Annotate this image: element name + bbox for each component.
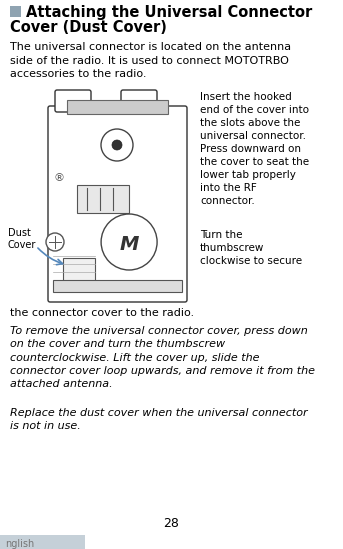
- Bar: [77, 185, 129, 213]
- Circle shape: [101, 214, 157, 270]
- FancyBboxPatch shape: [48, 106, 187, 302]
- Text: Turn the
thumbscrew
clockwise to secure: Turn the thumbscrew clockwise to secure: [200, 230, 302, 266]
- Circle shape: [46, 233, 64, 251]
- Text: ®: ®: [54, 173, 64, 183]
- Bar: [63, 258, 95, 288]
- Bar: [53, 280, 182, 292]
- Text: Dust
Cover: Dust Cover: [8, 228, 36, 250]
- Circle shape: [112, 140, 122, 150]
- Text: Attaching the Universal Connector: Attaching the Universal Connector: [26, 5, 312, 20]
- FancyBboxPatch shape: [55, 90, 91, 112]
- Bar: [0, 535, 85, 549]
- Text: The universal connector is located on the antenna
side of the radio. It is used : The universal connector is located on th…: [10, 42, 291, 79]
- Text: To remove the universal connector cover, press down
on the cover and turn the th: To remove the universal connector cover,…: [10, 326, 315, 389]
- Text: Replace the dust cover when the universal connector
is not in use.: Replace the dust cover when the universa…: [10, 408, 308, 432]
- Text: 28: 28: [164, 517, 179, 530]
- Text: M: M: [119, 236, 139, 255]
- Text: Insert the hooked
end of the cover into
the slots above the
universal connector.: Insert the hooked end of the cover into …: [200, 92, 309, 206]
- Text: the connector cover to the radio.: the connector cover to the radio.: [10, 308, 194, 318]
- Text: Cover (Dust Cover): Cover (Dust Cover): [10, 20, 167, 35]
- Bar: [10, 6, 21, 17]
- Circle shape: [101, 129, 133, 161]
- FancyBboxPatch shape: [121, 90, 157, 112]
- Bar: [67, 100, 168, 114]
- Text: nglish: nglish: [5, 539, 34, 549]
